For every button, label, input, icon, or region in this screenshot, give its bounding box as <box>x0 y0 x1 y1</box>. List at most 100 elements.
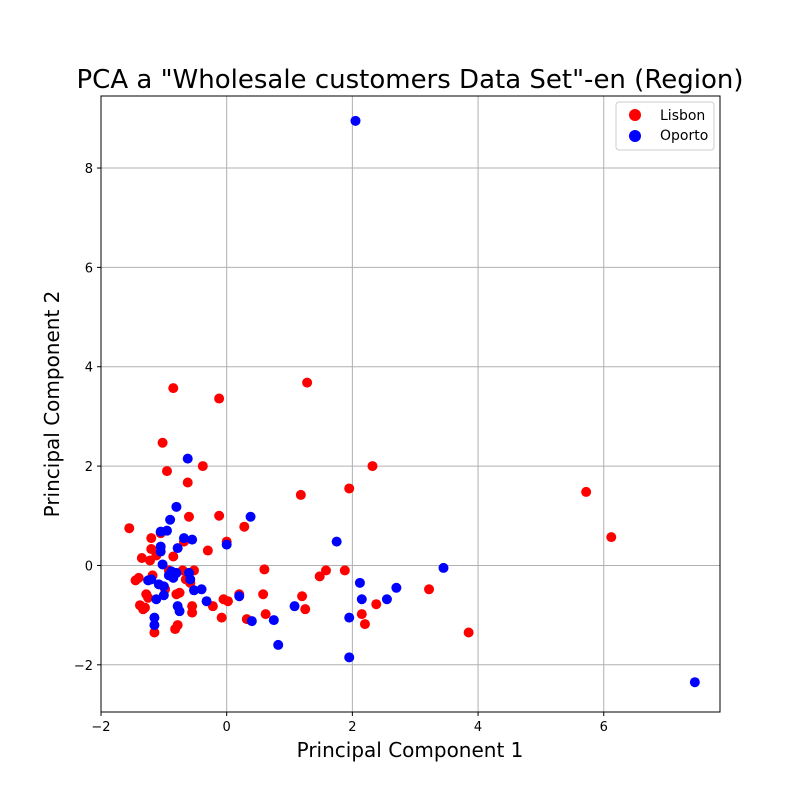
y-tick-label: 4 <box>85 361 93 376</box>
point-lisbon <box>214 393 225 404</box>
point-oporto <box>151 594 162 605</box>
y-tick-label: 2 <box>85 460 93 475</box>
point-oporto <box>149 620 160 631</box>
point-lisbon <box>356 609 367 620</box>
legend-marker-lisbon <box>629 109 641 121</box>
point-oporto <box>221 539 232 550</box>
point-oporto <box>149 612 160 623</box>
point-oporto <box>172 543 183 554</box>
point-oporto <box>187 534 198 545</box>
point-lisbon <box>161 466 172 477</box>
point-lisbon <box>172 620 183 631</box>
point-lisbon <box>187 607 198 618</box>
point-lisbon <box>300 604 311 615</box>
legend: Lisbon Oporto <box>615 101 715 151</box>
point-lisbon <box>168 383 179 394</box>
point-oporto <box>158 581 169 592</box>
point-lisbon <box>182 477 193 488</box>
point-oporto <box>246 616 257 627</box>
legend-marker-oporto <box>629 130 641 142</box>
point-oporto <box>146 574 157 585</box>
point-oporto <box>157 559 168 570</box>
point-lisbon <box>371 599 382 610</box>
point-lisbon <box>157 437 168 448</box>
point-oporto <box>344 652 355 663</box>
point-oporto <box>438 562 449 573</box>
point-oporto <box>189 585 200 596</box>
point-oporto <box>161 525 172 536</box>
y-tick-label: 6 <box>85 261 93 276</box>
point-lisbon <box>295 489 306 500</box>
point-oporto <box>196 584 207 595</box>
point-oporto <box>391 582 402 593</box>
point-lisbon <box>222 596 233 607</box>
point-lisbon <box>606 532 617 543</box>
point-lisbon <box>259 564 270 575</box>
point-oporto <box>185 574 196 585</box>
point-oporto <box>273 639 284 650</box>
y-tick-label: −2 <box>74 659 93 674</box>
plot-area-frame <box>100 95 721 713</box>
point-lisbon <box>367 461 378 472</box>
point-oporto <box>155 546 166 557</box>
point-lisbon <box>216 612 227 623</box>
y-tick-label: 8 <box>85 162 93 177</box>
point-oporto <box>182 453 193 464</box>
point-lisbon <box>124 523 135 534</box>
point-lisbon <box>314 571 325 582</box>
point-oporto <box>234 591 245 602</box>
point-lisbon <box>197 461 208 472</box>
point-lisbon <box>424 584 435 595</box>
point-oporto <box>356 594 367 605</box>
point-oporto <box>171 501 182 512</box>
legend-label-oporto: Oporto <box>660 128 708 144</box>
point-oporto <box>354 577 365 588</box>
point-lisbon <box>239 521 250 532</box>
point-oporto <box>381 594 392 605</box>
x-tick-label: −2 <box>91 720 110 735</box>
point-oporto <box>178 533 189 544</box>
point-lisbon <box>149 627 160 638</box>
point-lisbon <box>344 483 355 494</box>
y-axis-ticks: −2 0 2 4 6 8 <box>74 162 101 674</box>
point-lisbon <box>183 511 194 522</box>
point-oporto <box>689 677 700 688</box>
point-lisbon <box>136 553 147 563</box>
point-lisbon <box>339 565 350 576</box>
x-tick-label: 6 <box>600 720 608 735</box>
y-tick-label: 0 <box>85 559 93 574</box>
point-lisbon <box>174 587 185 598</box>
point-lisbon <box>258 589 269 600</box>
point-oporto <box>268 615 279 626</box>
y-axis-label: Principal Component 2 <box>40 291 64 518</box>
point-lisbon <box>297 591 308 602</box>
point-oporto <box>331 536 342 547</box>
point-lisbon <box>463 627 474 638</box>
point-lisbon <box>139 602 150 613</box>
point-oporto <box>158 590 169 601</box>
x-tick-label: 2 <box>348 720 356 735</box>
point-lisbon <box>143 592 154 603</box>
point-oporto <box>344 612 355 623</box>
point-oporto <box>245 511 256 522</box>
point-oporto <box>174 606 185 617</box>
point-oporto <box>171 567 182 578</box>
point-lisbon <box>146 533 157 544</box>
point-lisbon <box>133 572 144 583</box>
legend-label-lisbon: Lisbon <box>660 108 705 124</box>
point-oporto <box>165 514 176 525</box>
point-lisbon <box>168 551 179 562</box>
point-oporto <box>201 596 212 607</box>
x-axis-label: Principal Component 1 <box>297 738 524 762</box>
point-lisbon <box>260 609 271 620</box>
point-lisbon <box>359 619 370 630</box>
scatter-points <box>124 115 700 688</box>
x-tick-label: 4 <box>474 720 482 735</box>
point-lisbon <box>320 565 331 576</box>
point-oporto <box>289 601 300 612</box>
point-lisbon <box>214 510 225 521</box>
chart-title: PCA a "Wholesale customers Data Set"-en … <box>77 65 744 95</box>
point-lisbon <box>202 545 213 556</box>
point-lisbon <box>302 377 313 388</box>
